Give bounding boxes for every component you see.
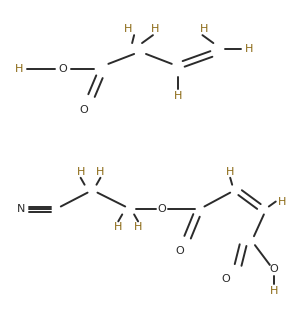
Text: N: N <box>17 205 25 214</box>
Text: H: H <box>173 91 182 100</box>
Text: H: H <box>226 167 234 177</box>
Text: O: O <box>222 274 231 284</box>
Text: H: H <box>200 24 208 34</box>
Text: O: O <box>157 205 166 214</box>
Text: H: H <box>277 197 286 206</box>
Text: O: O <box>270 264 278 274</box>
Text: O: O <box>175 246 184 256</box>
Text: H: H <box>245 44 253 54</box>
Text: O: O <box>79 105 88 116</box>
Text: H: H <box>270 286 278 296</box>
Text: H: H <box>114 222 122 232</box>
Text: H: H <box>77 167 85 177</box>
Text: H: H <box>151 24 159 34</box>
Text: H: H <box>124 24 132 34</box>
Text: O: O <box>58 64 67 74</box>
Text: H: H <box>96 167 105 177</box>
Text: H: H <box>134 222 142 232</box>
Text: H: H <box>15 64 23 74</box>
